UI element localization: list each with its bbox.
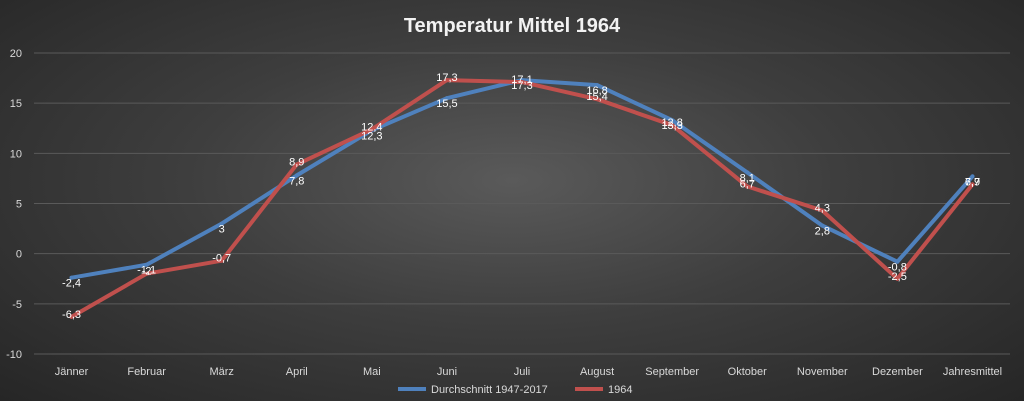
data-label: -2,4 [62,278,81,290]
data-point [294,162,299,167]
x-tick-label: September [645,366,699,378]
data-labels: -2,4 -1,1 3 7,8 12,3 15,5 17,3 16,8 13,3 8,1 2,8 -0… [62,72,980,321]
x-tick-label: Juni [437,366,457,378]
data-point [219,258,224,263]
y-tick-label: -5 [12,299,22,311]
x-tick-label: November [797,366,848,378]
y-tick-label: 5 [16,199,22,211]
legend: Durchschnitt 1947-2017 1964 [398,384,632,396]
data-point [219,221,224,226]
legend-label: 1964 [608,384,632,396]
x-tick-label: Jahresmittel [943,366,1002,378]
series-line-2 [69,78,975,319]
y-axis: -10 -5 0 5 10 15 20 [6,48,22,361]
data-point [970,182,975,187]
data-label: 6,9 [965,176,980,188]
data-point [444,96,449,101]
data-point [745,184,750,189]
data-label: 4,3 [815,203,830,215]
x-tick-label: Juli [514,366,531,378]
data-label: 8,1 [740,172,755,184]
data-label: 15,5 [436,98,457,110]
data-label: -0,8 [888,262,907,274]
data-label: -2,5 [888,271,907,283]
data-point [294,173,299,178]
data-label: -6,3 [62,309,81,321]
x-tick-label: Dezember [872,366,923,378]
data-label: 12,4 [361,121,382,133]
data-point [970,174,975,179]
data-label: 17,3 [511,80,532,92]
data-point [520,80,524,85]
data-label: 6,7 [740,178,755,190]
data-point [595,97,600,102]
y-tick-label: -10 [6,349,22,361]
data-point [820,208,825,213]
x-tick-label: Februar [127,366,166,378]
y-tick-label: 15 [10,98,22,110]
data-point [69,314,74,319]
data-point [745,170,750,175]
data-label: -0,7 [212,253,231,265]
data-label: 17,1 [511,74,532,86]
data-label: 13,3 [661,120,682,132]
y-tick-label: 10 [10,148,22,160]
data-label: 2,8 [815,226,830,238]
data-label: 16,8 [586,85,607,97]
data-label: 8,9 [289,156,304,168]
data-point [670,123,675,128]
data-point [820,223,825,228]
data-point [144,262,149,267]
data-point [444,78,449,83]
data-label: 17,3 [436,72,457,84]
legend-label: Durchschnitt 1947-2017 [431,384,548,396]
data-label: 15,4 [586,91,607,103]
data-point [144,271,149,276]
y-tick-label: 0 [16,249,22,261]
data-label: 3 [219,224,225,236]
x-tick-label: April [286,366,308,378]
data-point [69,275,74,280]
data-point [895,276,900,281]
data-label: 12,8 [661,117,682,129]
data-point [595,83,600,88]
data-point [369,127,374,132]
x-tick-label: August [580,366,614,378]
data-label: -2 [142,266,152,278]
x-tick-label: Jänner [55,366,89,378]
data-label: 7,7 [965,176,980,188]
data-label: 7,8 [289,175,304,187]
data-point [895,259,900,264]
data-label: -1,1 [137,265,156,277]
y-tick-label: 20 [10,48,22,60]
x-tick-label: Oktober [728,366,767,378]
gridlines [34,52,1010,355]
x-tick-label: Mai [363,366,381,378]
series-lines [69,78,975,319]
chart-title: Temperatur Mittel 1964 [404,15,621,37]
series-line-1 [69,78,975,280]
x-axis: Jänner Februar März April Mai Juni Juli August S… [55,366,1002,378]
data-point [670,118,675,123]
x-tick-label: März [209,366,233,378]
data-label: 12,3 [361,130,382,142]
